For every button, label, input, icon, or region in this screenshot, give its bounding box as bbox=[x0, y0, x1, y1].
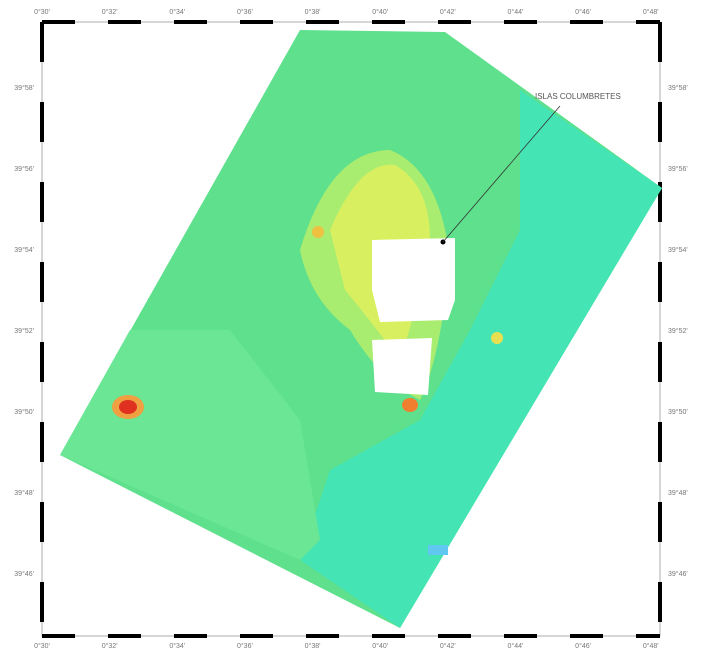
seamount bbox=[402, 398, 418, 412]
longitude-label: 0°46' bbox=[575, 642, 591, 650]
latitude-label: 39°54' bbox=[14, 246, 34, 254]
longitude-label: 0°48' bbox=[643, 8, 659, 16]
latitude-label: 39°56' bbox=[14, 165, 34, 173]
longitude-label: 0°42' bbox=[440, 8, 456, 16]
longitude-label: 0°38' bbox=[305, 8, 321, 16]
annotation: ISLAS COLUMBRETES bbox=[535, 92, 621, 101]
longitude-label: 0°46' bbox=[575, 8, 591, 16]
longitude-label: 0°30' bbox=[34, 8, 50, 16]
longitude-label: 0°42' bbox=[440, 642, 456, 650]
longitude-label: 0°38' bbox=[305, 642, 321, 650]
longitude-label: 0°40' bbox=[372, 8, 388, 16]
seamount bbox=[312, 226, 324, 238]
latitude-label: 39°52' bbox=[14, 327, 34, 335]
latitude-label: 39°58' bbox=[14, 84, 34, 92]
latitude-label: 39°58' bbox=[668, 84, 688, 92]
longitude-label: 0°32' bbox=[102, 642, 118, 650]
longitude-label: 0°36' bbox=[237, 8, 253, 16]
latitude-label: 39°52' bbox=[668, 327, 688, 335]
latitude-label: 39°46' bbox=[668, 570, 688, 578]
longitude-label: 0°34' bbox=[169, 8, 185, 16]
latitude-label: 39°46' bbox=[14, 570, 34, 578]
depression bbox=[428, 545, 448, 555]
latitude-label: 39°48' bbox=[668, 489, 688, 497]
longitude-label: 0°36' bbox=[237, 642, 253, 650]
longitude-label: 0°32' bbox=[102, 8, 118, 16]
longitude-label: 0°48' bbox=[643, 642, 659, 650]
latitude-label: 39°50' bbox=[14, 408, 34, 416]
seamount bbox=[491, 332, 503, 344]
latitude-label: 39°56' bbox=[668, 165, 688, 173]
latitude-label: 39°50' bbox=[668, 408, 688, 416]
no-data-patch bbox=[372, 338, 432, 395]
longitude-label: 0°30' bbox=[34, 642, 50, 650]
latitude-label: 39°48' bbox=[14, 489, 34, 497]
longitude-label: 0°40' bbox=[372, 642, 388, 650]
map: ISLAS COLUMBRETES 0°30' 0°30' 0°32' 0°32' 0°… bbox=[0, 0, 703, 655]
longitude-label: 0°44' bbox=[508, 8, 524, 16]
longitude-label: 0°44' bbox=[508, 642, 524, 650]
no-data-patch bbox=[372, 238, 455, 322]
latitude-label: 39°54' bbox=[668, 246, 688, 254]
seamount-peak bbox=[119, 400, 137, 414]
longitude-label: 0°34' bbox=[169, 642, 185, 650]
